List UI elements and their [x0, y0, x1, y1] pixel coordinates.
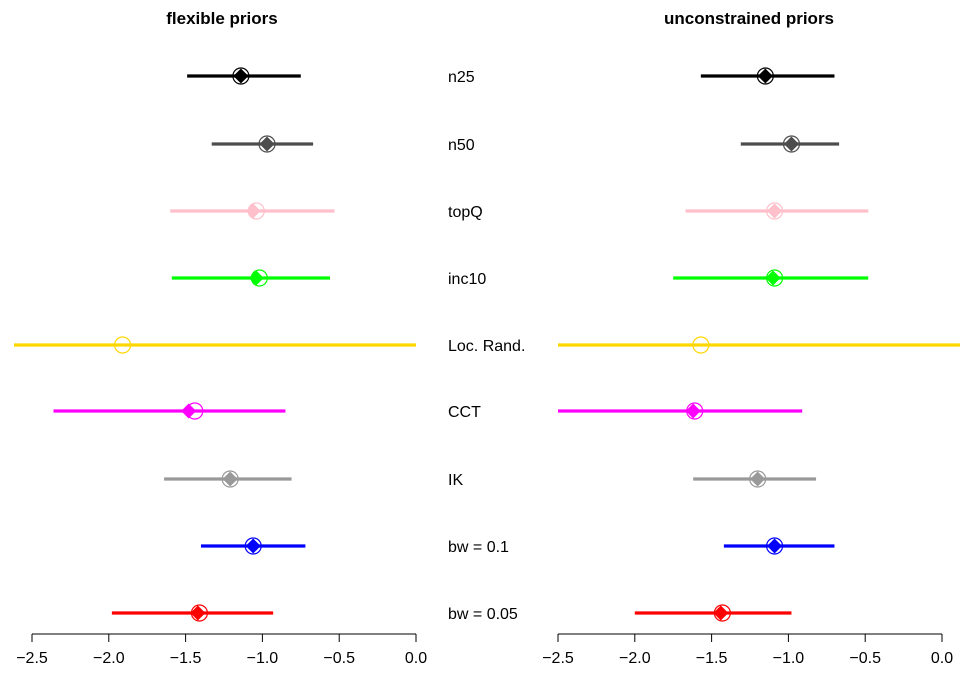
row-label: inc10 [448, 271, 486, 288]
row-labels: n25 n50 topQ inc10 Loc. Rand. CCT IK bw = 0.1 bw… [448, 69, 525, 623]
x-tick-label-flexible: −2.5 [16, 650, 48, 667]
panel-title-flexible-priors: flexible priors [166, 9, 277, 28]
point-estimate-diamond [767, 203, 783, 219]
point-estimate-circle [765, 202, 784, 220]
point-estimate-diamond [713, 605, 729, 621]
x-tick-label-unconstrained: −1.0 [773, 650, 805, 667]
point-estimate-diamond [765, 270, 781, 286]
point-estimate-circle [782, 135, 801, 153]
row-label: bw = 0.1 [448, 539, 509, 556]
point-estimate-circle [765, 537, 784, 555]
point-estimate-diamond [181, 403, 197, 419]
x-tick-label-unconstrained: −2.5 [542, 650, 574, 667]
point-estimate-circle [765, 269, 784, 287]
point-estimate-diamond [757, 68, 773, 84]
point-estimate-circle [713, 604, 731, 622]
row-label: topQ [448, 204, 483, 221]
point-estimate-circle [756, 67, 774, 85]
point-estimate-diamond [248, 270, 264, 286]
point-estimate-circle [221, 470, 239, 488]
point-estimate-circle [186, 402, 204, 420]
x-tick-label-flexible: −1.0 [247, 650, 279, 667]
row-label: n25 [448, 69, 475, 86]
point-estimate-circle [244, 537, 262, 555]
point-estimate-diamond [245, 538, 261, 554]
point-estimate-circle [250, 269, 268, 287]
point-estimate-diamond [767, 538, 783, 554]
x-tick-label-flexible: 0.0 [405, 650, 427, 667]
row-label: IK [448, 472, 463, 489]
row-label: CCT [448, 404, 481, 421]
x-tick-label-flexible: −2.0 [93, 650, 125, 667]
row-label: bw = 0.05 [448, 606, 518, 623]
x-tick-label-flexible: −1.5 [170, 650, 202, 667]
point-estimate-circle [232, 67, 250, 85]
point-estimate-diamond [783, 136, 799, 152]
point-estimate-circle [114, 336, 132, 354]
x-tick-label-unconstrained: 0.0 [931, 650, 953, 667]
point-estimate-diamond [222, 471, 238, 487]
point-estimate-circle [749, 470, 767, 488]
point-estimate-circle [247, 202, 265, 220]
point-estimate-circle [190, 604, 209, 622]
panel-unconstrained-priors: unconstrained priors −2.5 −2.0 −1.5 −1.0 −0.… [542, 9, 960, 667]
point-estimate-diamond [750, 471, 766, 487]
point-estimate-circle [686, 402, 704, 420]
point-estimate-diamond [233, 68, 249, 84]
panel-flexible-priors: flexible priors −2.5 −2.0 −1.5 −1.0 −0.5 0.0 [14, 9, 427, 667]
row-label: Loc. Rand. [448, 338, 525, 355]
x-tick-label-unconstrained: −0.5 [849, 650, 881, 667]
point-estimate-circle [692, 336, 710, 354]
x-tick-label-flexible: −0.5 [323, 650, 355, 667]
panel-title-unconstrained-priors: unconstrained priors [664, 9, 834, 28]
point-estimate-diamond [259, 136, 275, 152]
point-estimate-diamond [190, 605, 206, 621]
point-estimate-diamond [685, 403, 701, 419]
x-tick-label-unconstrained: −2.0 [619, 650, 651, 667]
x-tick-label-unconstrained: −1.5 [696, 650, 728, 667]
point-estimate-circle [258, 135, 276, 153]
row-label: n50 [448, 137, 475, 154]
